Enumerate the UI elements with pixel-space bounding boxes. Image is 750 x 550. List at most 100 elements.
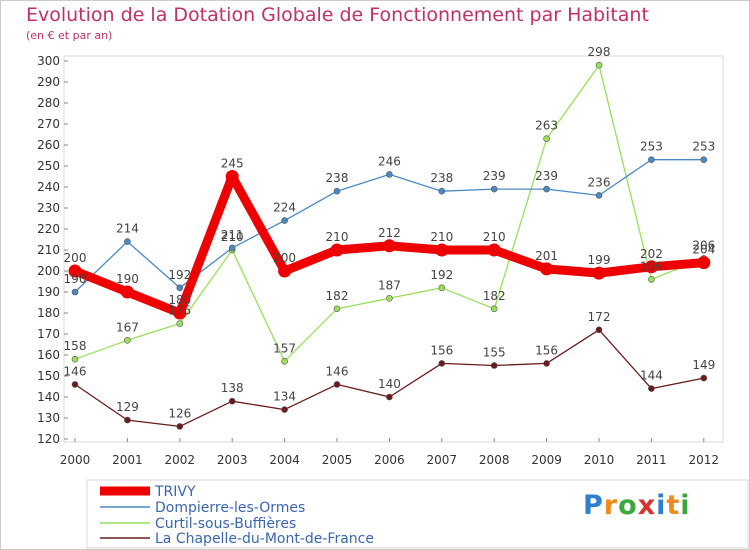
legend-label: TRIVY (154, 484, 196, 500)
data-label: 155 (483, 346, 506, 360)
y-tick-label: 290 (37, 75, 60, 89)
y-tick-label: 200 (37, 264, 60, 278)
logo-letter: o (618, 490, 638, 521)
data-label: 126 (168, 406, 191, 420)
data-label: 149 (692, 358, 715, 372)
x-tick-label: 2002 (165, 453, 196, 467)
logo-letter: r (603, 490, 619, 521)
data-point (176, 284, 184, 292)
y-tick-label: 230 (37, 201, 60, 215)
logo-letter: i (680, 490, 691, 521)
y-tick-label: 190 (37, 285, 60, 299)
y-tick-label: 240 (37, 180, 60, 194)
logo-letter: x (637, 490, 657, 521)
data-label: 253 (692, 140, 715, 154)
data-point (124, 238, 131, 245)
y-tick-label: 130 (37, 411, 60, 425)
x-tick-label: 2005 (322, 453, 353, 467)
data-point (176, 423, 184, 430)
logo-letter: t (666, 490, 681, 521)
data-label: 202 (640, 247, 663, 261)
y-tick-label: 140 (37, 390, 60, 404)
x-tick-label: 2010 (584, 453, 615, 467)
x-tick-label: 2012 (689, 453, 720, 467)
data-label: 187 (378, 278, 401, 292)
x-tick-label: 2003 (217, 453, 248, 467)
proxiti-logo: Proxiti (583, 490, 691, 521)
data-label: 180 (168, 293, 191, 307)
chart-subtitle: (en € et par an) (26, 29, 113, 42)
data-label: 204 (692, 243, 715, 257)
x-tick-label: 2011 (636, 453, 667, 467)
data-label: 212 (378, 226, 401, 240)
data-point (435, 243, 449, 257)
y-tick-label: 180 (37, 306, 60, 320)
y-tick-label: 250 (37, 159, 60, 173)
data-point (124, 336, 131, 344)
x-tick-label: 2008 (479, 453, 510, 467)
data-label: 210 (483, 230, 506, 244)
data-point (543, 135, 550, 142)
data-point (543, 185, 550, 193)
data-label: 239 (483, 169, 506, 183)
legend-label: La Chapelle-du-Mont-de-France (155, 531, 374, 547)
y-tick-label: 120 (37, 432, 60, 446)
data-label: 175 (168, 304, 191, 318)
legend-box (86, 479, 749, 549)
chart-title: Evolution de la Dotation Globale de Fonc… (26, 4, 649, 26)
data-point (386, 171, 393, 178)
data-label: 210 (326, 230, 349, 244)
data-point (281, 357, 288, 365)
data-label: 200 (273, 251, 296, 265)
legend-label: Dompierre-les-Ormes (155, 500, 305, 516)
data-point (120, 285, 134, 299)
data-label: 156 (535, 343, 558, 357)
data-label: 196 (640, 259, 663, 273)
data-point (382, 239, 396, 253)
data-label: 238 (430, 171, 453, 185)
y-tick-label: 270 (37, 117, 60, 131)
x-tick-label: 2009 (531, 453, 562, 467)
data-point (438, 187, 446, 195)
y-tick-label: 210 (37, 243, 60, 257)
data-point (281, 217, 288, 224)
data-point (438, 360, 446, 367)
x-tick-label: 2006 (374, 453, 405, 467)
data-label: 172 (588, 310, 611, 324)
data-label: 224 (273, 201, 296, 215)
data-label: 158 (64, 339, 87, 353)
data-point (700, 374, 708, 382)
data-point (68, 264, 82, 278)
data-label: 182 (483, 289, 506, 303)
data-point (648, 156, 655, 163)
data-label: 199 (588, 253, 611, 267)
data-point (648, 276, 655, 283)
data-point (124, 416, 131, 424)
data-point (333, 381, 341, 388)
data-label: 210 (221, 230, 244, 244)
logo-letter: P (583, 490, 604, 521)
data-label: 138 (221, 381, 244, 395)
data-label: 214 (116, 222, 139, 236)
data-label: 192 (430, 268, 453, 282)
data-point (228, 244, 236, 252)
data-label: 245 (221, 157, 244, 171)
data-label: 190 (116, 272, 139, 286)
data-label: 167 (116, 320, 139, 334)
data-point (176, 320, 184, 327)
data-label: 200 (64, 251, 87, 265)
y-tick-label: 170 (37, 327, 60, 341)
data-point (592, 266, 606, 280)
data-point (540, 262, 554, 276)
data-point (71, 355, 79, 363)
data-label: 156 (430, 343, 453, 357)
data-point (700, 156, 708, 163)
data-label: 190 (64, 272, 87, 286)
data-point (173, 306, 187, 320)
data-label: 238 (326, 171, 349, 185)
logo-letter: i (656, 490, 667, 521)
data-label: 129 (116, 400, 139, 414)
